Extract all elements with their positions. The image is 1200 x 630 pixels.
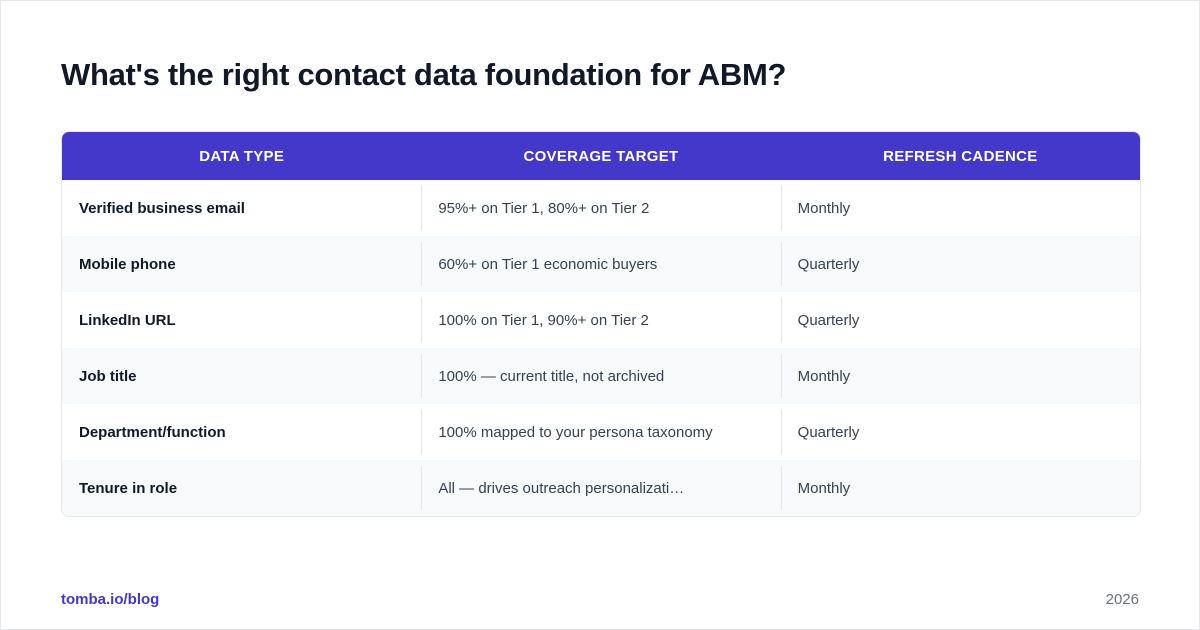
cell-data-type: Job title: [79, 367, 137, 385]
table-row: LinkedIn URL 100% on Tier 1, 90%+ on Tie…: [62, 292, 1140, 348]
cell-coverage-target: 100% mapped to your persona taxonomy: [421, 404, 780, 460]
cell-refresh-cadence: Quarterly: [780, 404, 1140, 460]
cell-coverage-target: 100% on Tier 1, 90%+ on Tier 2: [421, 292, 780, 348]
cell-data-type: LinkedIn URL: [79, 311, 176, 329]
year-label: 2026: [1105, 591, 1139, 608]
cell-refresh-cadence: Monthly: [780, 348, 1140, 404]
cell-refresh-cadence: Monthly: [780, 180, 1140, 236]
cell-data-type: Mobile phone: [79, 255, 176, 273]
table-row: Department/function 100% mapped to your …: [62, 404, 1140, 460]
table-body: Verified business email 95%+ on Tier 1, …: [62, 180, 1140, 516]
table-header: DATA TYPE COVERAGE TARGET REFRESH CADENC…: [62, 132, 1140, 180]
table-row: Verified business email 95%+ on Tier 1, …: [62, 180, 1140, 236]
column-header-coverage-target: COVERAGE TARGET: [523, 147, 679, 165]
cell-coverage-target: 60%+ on Tier 1 economic buyers: [421, 236, 780, 292]
table-row: Tenure in role All — drives outreach per…: [62, 460, 1140, 516]
source-link[interactable]: tomba.io/blog: [61, 591, 160, 608]
cell-refresh-cadence: Monthly: [780, 460, 1140, 516]
page-title: What's the right contact data foundation…: [61, 57, 787, 92]
cell-coverage-target: All — drives outreach personalizati…: [421, 460, 780, 516]
column-header-refresh-cadence: REFRESH CADENCE: [883, 147, 1038, 165]
cell-data-type: Department/function: [79, 423, 226, 441]
cell-coverage-target: 100% — current title, not archived: [421, 348, 780, 404]
cell-data-type: Tenure in role: [79, 479, 178, 497]
table-row: Job title 100% — current title, not arch…: [62, 348, 1140, 404]
cell-data-type: Verified business email: [79, 199, 245, 217]
cell-coverage-target: 95%+ on Tier 1, 80%+ on Tier 2: [421, 180, 780, 236]
column-header-data-type: DATA TYPE: [199, 147, 285, 165]
data-table: DATA TYPE COVERAGE TARGET REFRESH CADENC…: [61, 131, 1141, 517]
table-row: Mobile phone 60%+ on Tier 1 economic buy…: [62, 236, 1140, 292]
cell-refresh-cadence: Quarterly: [780, 236, 1140, 292]
cell-refresh-cadence: Quarterly: [780, 292, 1140, 348]
